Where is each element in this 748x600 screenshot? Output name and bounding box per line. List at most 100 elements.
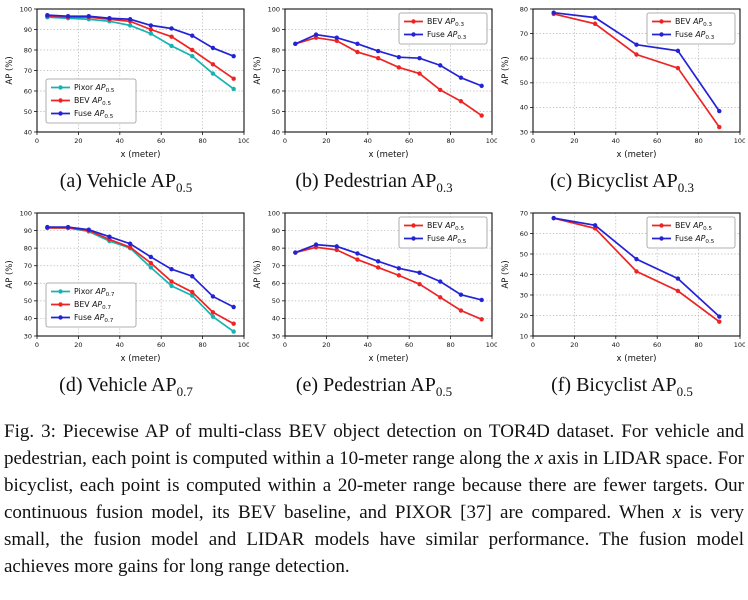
subplot-a-title: (a) Vehicle AP0.5 — [2, 170, 250, 196]
svg-text:x (meter): x (meter) — [121, 354, 161, 364]
svg-text:80: 80 — [198, 137, 206, 145]
svg-text:100: 100 — [238, 137, 249, 145]
svg-text:20: 20 — [520, 312, 528, 320]
subplot-d-title: (d) Vehicle AP0.7 — [2, 374, 250, 400]
subplot-a: 0 20 40 60 80 100 40 50 60 70 80 90 100 x (meter) AP (… — [2, 2, 250, 206]
svg-text:Fuse AP0.5: Fuse AP0.5 — [74, 109, 114, 120]
svg-text:Pixor AP0.5: Pixor AP0.5 — [74, 83, 115, 94]
svg-text:80: 80 — [520, 5, 528, 13]
caption-italic-x: x — [672, 502, 682, 523]
svg-text:100: 100 — [20, 5, 32, 13]
svg-text:90: 90 — [272, 26, 280, 34]
svg-text:x (meter): x (meter) — [121, 150, 161, 160]
svg-text:70: 70 — [24, 67, 32, 75]
chart-bicyclist-ap05: 0 20 40 60 80 100 10 20 30 40 50 60 70 x (meter) AP (%… — [499, 208, 745, 366]
svg-text:60: 60 — [24, 280, 32, 288]
svg-text:x (meter): x (meter) — [369, 150, 409, 160]
svg-text:Fuse AP0.5: Fuse AP0.5 — [675, 234, 715, 245]
svg-text:30: 30 — [520, 291, 528, 299]
subplot-e-title-sub: 0.5 — [435, 384, 453, 399]
subplot-e-title-text: (e) Pedestrian AP — [295, 374, 436, 396]
svg-text:Fuse AP0.7: Fuse AP0.7 — [74, 313, 114, 324]
subplot-a-title-sub: 0.5 — [176, 180, 193, 195]
svg-text:70: 70 — [272, 67, 280, 75]
charts-grid: 0 20 40 60 80 100 40 50 60 70 80 90 100 x (meter) AP (… — [2, 2, 746, 410]
svg-text:80: 80 — [446, 341, 454, 349]
subplot-f-title-sub: 0.5 — [676, 384, 693, 399]
svg-text:30: 30 — [272, 332, 280, 340]
svg-text:40: 40 — [116, 137, 124, 145]
svg-text:0: 0 — [35, 341, 39, 349]
svg-text:AP (%): AP (%) — [5, 260, 15, 288]
svg-text:60: 60 — [157, 341, 165, 349]
svg-text:20: 20 — [322, 341, 330, 349]
svg-text:80: 80 — [198, 341, 206, 349]
svg-text:20: 20 — [570, 341, 578, 349]
svg-text:AP (%): AP (%) — [501, 260, 511, 288]
svg-text:60: 60 — [272, 87, 280, 95]
svg-text:60: 60 — [653, 341, 661, 349]
svg-text:60: 60 — [520, 55, 528, 63]
svg-text:100: 100 — [268, 209, 280, 217]
svg-text:0: 0 — [531, 137, 535, 145]
svg-text:30: 30 — [520, 128, 528, 136]
subplot-e-title: (e) Pedestrian AP0.5 — [250, 374, 498, 400]
svg-text:AP (%): AP (%) — [253, 56, 263, 84]
svg-text:AP (%): AP (%) — [253, 260, 263, 288]
svg-text:90: 90 — [272, 227, 280, 235]
svg-text:BEV AP0.3: BEV AP0.3 — [427, 17, 464, 28]
svg-text:40: 40 — [24, 128, 32, 136]
svg-text:80: 80 — [24, 46, 32, 54]
svg-text:40: 40 — [272, 315, 280, 323]
svg-text:50: 50 — [272, 108, 280, 116]
svg-text:60: 60 — [272, 280, 280, 288]
chart-pedestrian-ap05: 0 20 40 60 80 100 30 40 50 60 70 80 90 100 x (meter) AP… — [251, 208, 497, 366]
svg-text:40: 40 — [612, 137, 620, 145]
caption-italic-x: x — [534, 448, 544, 469]
caption-part: Fig. 3: Piecewise AP of multi-class BEV … — [4, 421, 744, 469]
svg-text:60: 60 — [653, 137, 661, 145]
svg-text:60: 60 — [520, 230, 528, 238]
subplot-c: 0 20 40 60 80 100 30 40 50 60 70 80 x (meter) AP (%) B… — [498, 2, 746, 206]
svg-text:20: 20 — [74, 341, 82, 349]
svg-text:40: 40 — [520, 271, 528, 279]
subplot-d-title-sub: 0.7 — [176, 384, 193, 399]
subplot-c-title-sub: 0.3 — [677, 180, 694, 195]
svg-text:x (meter): x (meter) — [617, 354, 657, 364]
svg-text:50: 50 — [24, 108, 32, 116]
subplot-e: 0 20 40 60 80 100 30 40 50 60 70 80 90 100 x (meter) AP… — [250, 206, 498, 410]
svg-text:40: 40 — [272, 128, 280, 136]
svg-text:60: 60 — [24, 87, 32, 95]
svg-text:60: 60 — [405, 137, 413, 145]
figure-caption: Fig. 3: Piecewise AP of multi-class BEV … — [4, 418, 744, 580]
svg-text:50: 50 — [520, 79, 528, 87]
svg-text:10: 10 — [520, 332, 528, 340]
svg-text:x (meter): x (meter) — [369, 354, 409, 364]
svg-text:x (meter): x (meter) — [617, 150, 657, 160]
svg-text:50: 50 — [24, 297, 32, 305]
svg-text:90: 90 — [24, 227, 32, 235]
svg-text:80: 80 — [24, 244, 32, 252]
svg-text:50: 50 — [272, 297, 280, 305]
svg-text:40: 40 — [520, 104, 528, 112]
svg-text:Pixor AP0.7: Pixor AP0.7 — [74, 287, 115, 298]
subplot-c-title-text: (c) Bicyclist AP — [549, 170, 678, 192]
subplot-c-title: (c) Bicyclist AP0.3 — [498, 170, 746, 196]
subplot-f-title: (f) Bicyclist AP0.5 — [498, 374, 746, 400]
subplot-d: 0 20 40 60 80 100 30 40 50 60 70 80 90 100 x (meter) AP… — [2, 206, 250, 410]
svg-text:BEV AP0.5: BEV AP0.5 — [427, 221, 464, 232]
svg-text:60: 60 — [405, 341, 413, 349]
chart-bicyclist-ap03: 0 20 40 60 80 100 30 40 50 60 70 80 x (meter) AP (%) B… — [499, 4, 745, 162]
svg-text:BEV AP0.5: BEV AP0.5 — [675, 221, 712, 232]
svg-text:70: 70 — [272, 262, 280, 270]
subplot-b-title-text: (b) Pedestrian AP — [295, 170, 437, 192]
subplot-f-title-text: (f) Bicyclist AP — [551, 374, 677, 396]
svg-text:70: 70 — [520, 30, 528, 38]
subplot-f: 0 20 40 60 80 100 10 20 30 40 50 60 70 x (meter) AP (%… — [498, 206, 746, 410]
svg-text:100: 100 — [734, 137, 745, 145]
svg-text:AP (%): AP (%) — [5, 56, 15, 84]
svg-text:30: 30 — [24, 332, 32, 340]
subplot-b-title: (b) Pedestrian AP0.3 — [250, 170, 498, 196]
svg-text:80: 80 — [272, 244, 280, 252]
